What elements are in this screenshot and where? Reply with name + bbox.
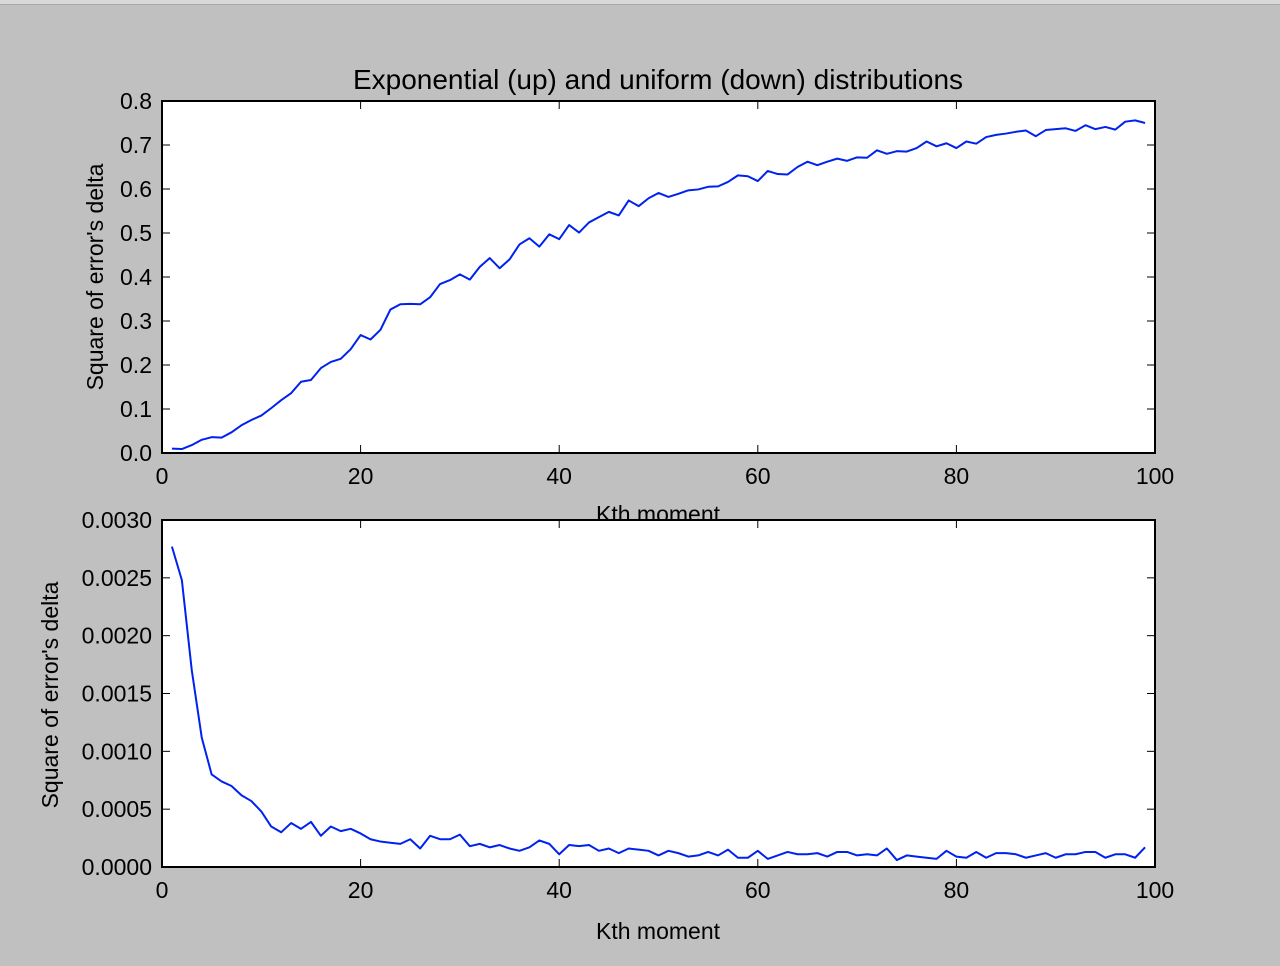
- exponential-series-line: [171, 119, 1146, 451]
- x-tick-label: 60: [745, 877, 771, 903]
- axes-top-ylabel: Square of error's delta: [82, 163, 108, 390]
- axes-top-tick-labels: 0 20 40 60 80 100 0.0 0.1 0.2 0.3 0.4 0.5 0.6 0.7 0.8: [120, 88, 1174, 489]
- x-tick-label: 100: [1136, 877, 1174, 903]
- x-tick-label: 0: [156, 877, 169, 903]
- y-tick-label: 0.7: [120, 132, 152, 158]
- axes-bottom-background: [162, 520, 1155, 867]
- y-tick-label: 0.8: [120, 88, 152, 114]
- y-tick-label: 0.5: [120, 220, 152, 246]
- x-tick-label: 40: [546, 877, 572, 903]
- y-tick-label: 0.2: [120, 352, 152, 378]
- y-tick-label: 0.0010: [82, 738, 152, 764]
- axes-top-frame: [161, 100, 1156, 454]
- x-tick-label: 40: [546, 463, 572, 489]
- y-tick-label: 0.0020: [82, 623, 152, 649]
- y-tick-label: 0.0: [120, 440, 152, 466]
- axes-bottom-uniform: 0 20 40 60 80 100 0.0000 0.0005 0.0010 0.0015 0.00…: [37, 507, 1174, 944]
- x-tick-label: 80: [944, 877, 970, 903]
- window-top-edge: [0, 0, 1280, 5]
- axes-top-background: [162, 101, 1155, 453]
- x-tick-label: 20: [348, 877, 374, 903]
- axes-bottom-tick-labels: 0 20 40 60 80 100 0.0000 0.0005 0.0010 0.0015 0.00…: [82, 507, 1175, 903]
- chart-title: Exponential (up) and uniform (down) dist…: [353, 64, 963, 95]
- y-tick-label: 0.1: [120, 396, 152, 422]
- x-tick-label: 100: [1136, 463, 1174, 489]
- y-tick-label: 0.0030: [82, 507, 152, 533]
- y-tick-label: 0.0005: [82, 796, 152, 822]
- y-tick-label: 0.4: [120, 264, 152, 290]
- axes-bottom-ylabel: Square of error's delta: [37, 581, 63, 808]
- axes-bottom-frame: [161, 519, 1156, 868]
- y-tick-label: 0.3: [120, 308, 152, 334]
- x-tick-label: 0: [156, 463, 169, 489]
- uniform-series-line: [170, 546, 1146, 862]
- y-tick-label: 0.0025: [82, 565, 152, 591]
- y-tick-label: 0.0000: [82, 854, 152, 880]
- axes-bottom-xlabel: Kth moment: [596, 918, 721, 944]
- y-tick-label: 0.0015: [82, 681, 152, 707]
- x-tick-label: 20: [348, 463, 374, 489]
- y-tick-label: 0.6: [120, 176, 152, 202]
- x-tick-label: 60: [745, 463, 771, 489]
- axes-top-exponential: 0 20 40 60 80 1000.00.10.20.30.40.50.60.70.8 …: [82, 88, 1174, 527]
- x-tick-label: 80: [944, 463, 970, 489]
